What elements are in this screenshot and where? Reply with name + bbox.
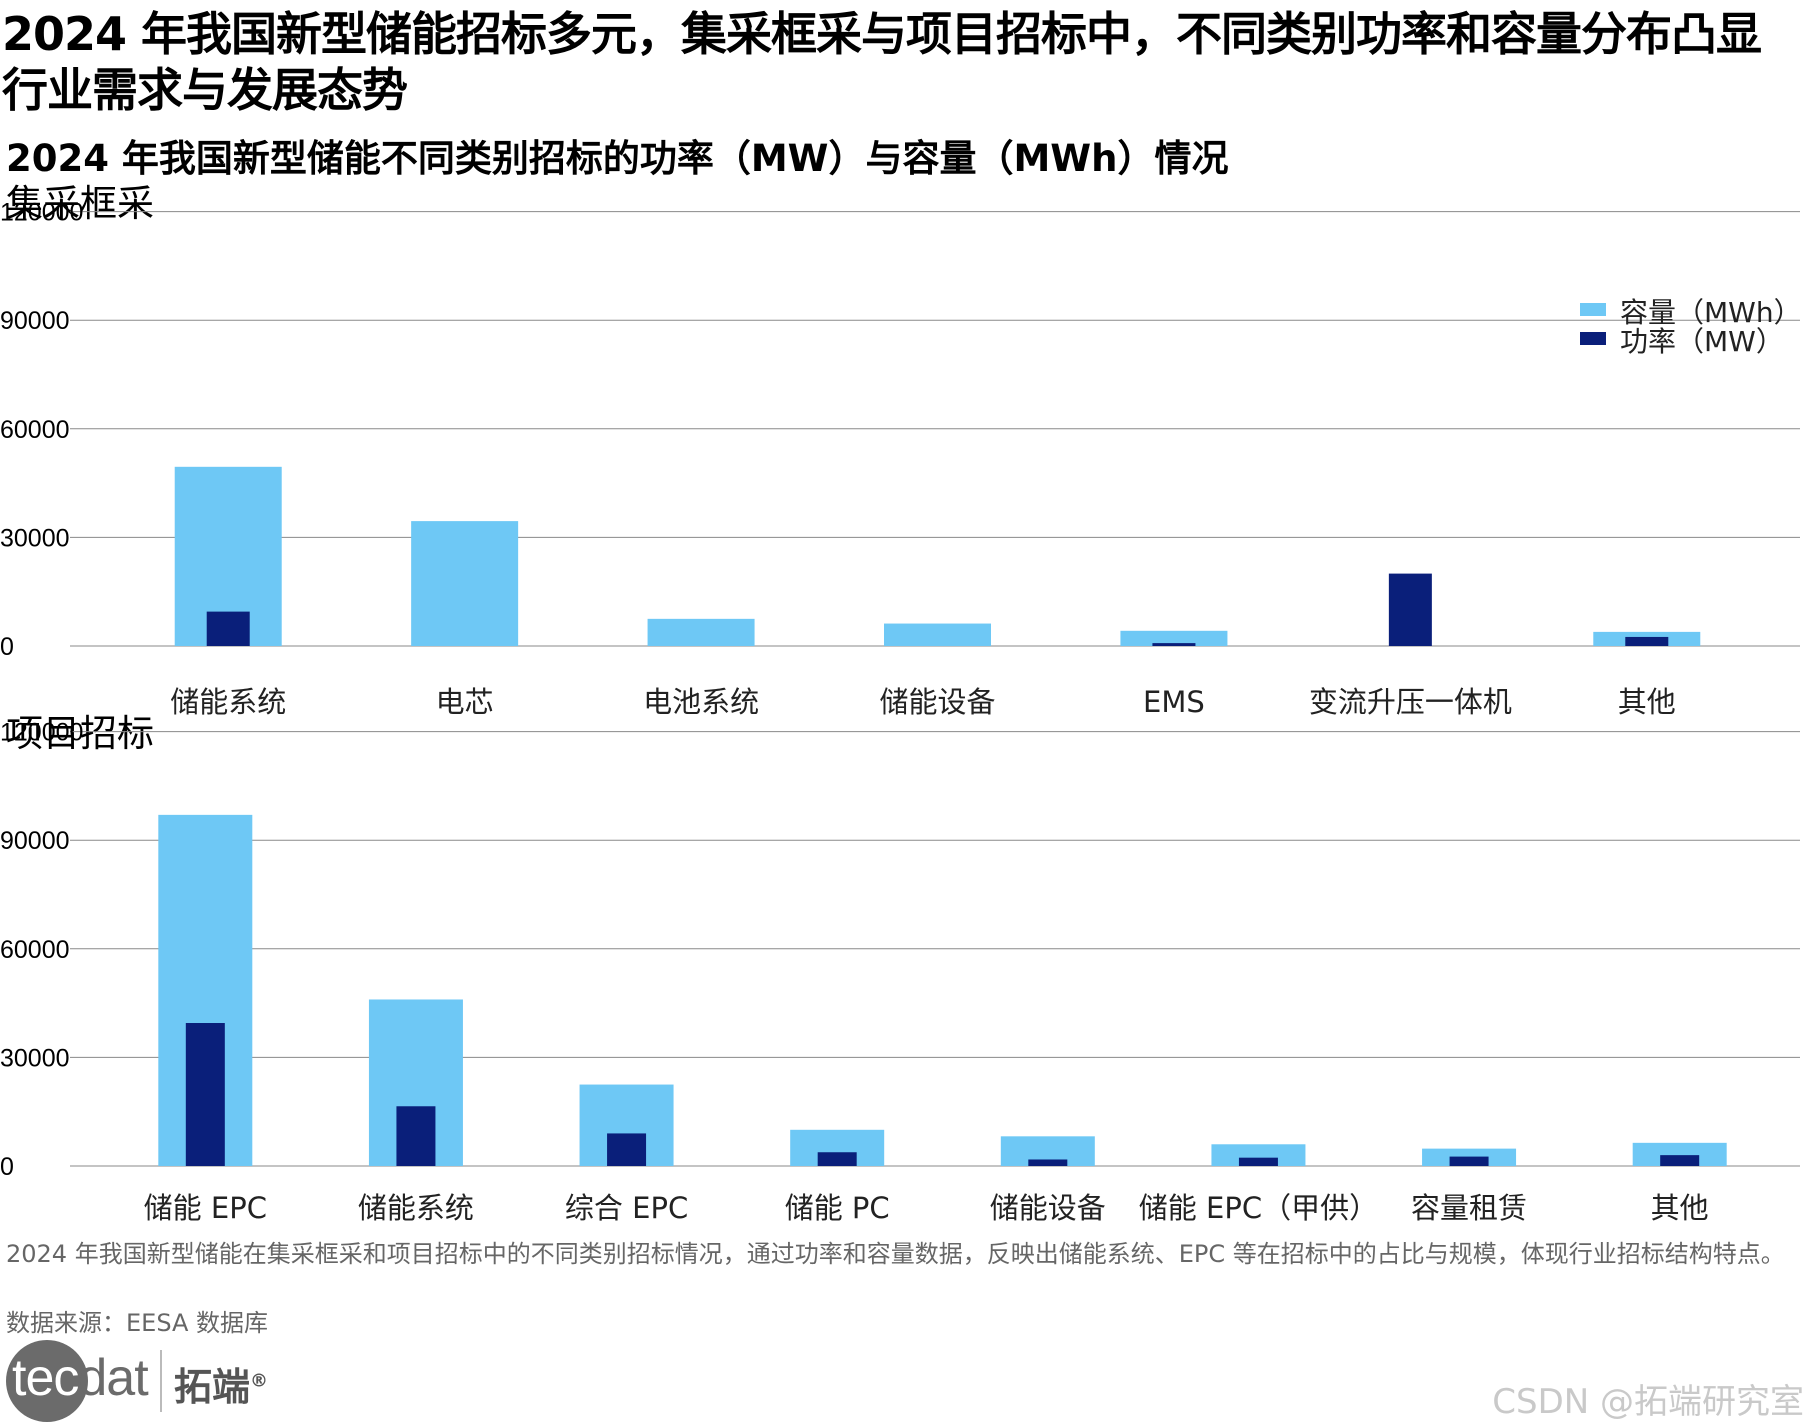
category-label: 其他 bbox=[1651, 1191, 1709, 1225]
category-label: 储能设备 bbox=[990, 1191, 1106, 1225]
bar-power bbox=[1660, 1155, 1700, 1166]
category-label: 变流升压一体机 bbox=[1309, 685, 1512, 719]
chart-centralized-procurement: 0 30000 60000 90000 120000 储能系统 电芯 电池系统 储能设备 EMS 变… bbox=[0, 199, 1802, 719]
logo-circle-icon bbox=[6, 1340, 88, 1422]
category-label: EMS bbox=[1143, 685, 1205, 719]
y-tick-label: 120000 bbox=[0, 719, 83, 747]
bar-power bbox=[1625, 636, 1669, 646]
legend-label: 容量（MWh） bbox=[1620, 296, 1802, 329]
bar-capacity bbox=[1632, 1142, 1727, 1166]
legend-swatch bbox=[1580, 332, 1606, 345]
category-label: 储能 PC bbox=[785, 1191, 890, 1225]
category-label: 容量租赁 bbox=[1411, 1191, 1527, 1225]
y-tick-label: 0 bbox=[0, 1153, 14, 1181]
legend-label: 功率（MW） bbox=[1620, 325, 1784, 358]
y-tick-label: 60000 bbox=[0, 416, 70, 444]
main-title: 2024 年我国新型储能招标多元，集采框采与项目招标中，不同类别功率和容量分布凸… bbox=[2, 7, 1762, 117]
bar-power bbox=[607, 1133, 647, 1166]
section-label-centralized: 集采框采 bbox=[6, 182, 154, 225]
category-label: 储能 EPC bbox=[144, 1191, 267, 1225]
bar-capacity bbox=[1120, 630, 1228, 646]
bar-capacity bbox=[647, 618, 755, 646]
tecdat-logo: tecdat 拓端® bbox=[6, 1340, 296, 1422]
bar-capacity bbox=[1211, 1144, 1306, 1166]
category-label: 储能系统 bbox=[170, 685, 286, 719]
category-label: 储能系统 bbox=[358, 1191, 474, 1225]
logo-divider bbox=[160, 1350, 162, 1412]
category-label: 其他 bbox=[1618, 685, 1676, 719]
category-label: 电池系统 bbox=[643, 685, 759, 719]
category-label: 储能 EPC（甲供） bbox=[1139, 1191, 1378, 1225]
chart-project-tender: 0 30000 60000 90000 120000 储能 EPC 储能系统 综合 EPC 储能… bbox=[0, 719, 1800, 1225]
y-tick-label: 120000 bbox=[0, 199, 83, 227]
bar-power bbox=[185, 1023, 225, 1166]
y-tick-label: 90000 bbox=[0, 307, 70, 335]
chart-title: 2024 年我国新型储能不同类别招标的功率（MW）与容量（MWh）情况 bbox=[6, 137, 1229, 180]
category-label: 电芯 bbox=[436, 685, 494, 719]
category-label: 储能设备 bbox=[879, 685, 995, 719]
watermark: CSDN @拓端研究室 bbox=[1492, 1382, 1804, 1422]
y-tick-label: 30000 bbox=[0, 524, 70, 552]
footnote: 2024 年我国新型储能在集采框采和项目招标中的不同类别招标情况，通过功率和容量… bbox=[6, 1240, 1785, 1268]
bar-power bbox=[1388, 573, 1432, 646]
bar-power bbox=[206, 611, 250, 646]
bar-power bbox=[396, 1106, 436, 1166]
bar-power bbox=[1449, 1156, 1489, 1166]
bar-power bbox=[1028, 1159, 1068, 1166]
category-label: 综合 EPC bbox=[565, 1191, 688, 1225]
logo-chinese-name: 拓端® bbox=[174, 1365, 269, 1409]
logo-word: tecdat bbox=[12, 1349, 149, 1407]
y-tick-label: 90000 bbox=[0, 827, 70, 855]
bar-capacity bbox=[884, 623, 991, 646]
y-tick-label: 30000 bbox=[0, 1044, 70, 1072]
y-tick-label: 0 bbox=[0, 633, 14, 661]
bar-power bbox=[817, 1152, 857, 1166]
legend-swatch bbox=[1580, 303, 1606, 316]
data-source: 数据来源：EESA 数据库 bbox=[6, 1309, 269, 1337]
bar-power bbox=[1152, 643, 1196, 646]
bar-power bbox=[1238, 1157, 1278, 1166]
y-tick-label: 60000 bbox=[0, 936, 70, 964]
section-label-project: 项目招标 bbox=[6, 712, 154, 755]
bar-capacity bbox=[411, 521, 519, 646]
